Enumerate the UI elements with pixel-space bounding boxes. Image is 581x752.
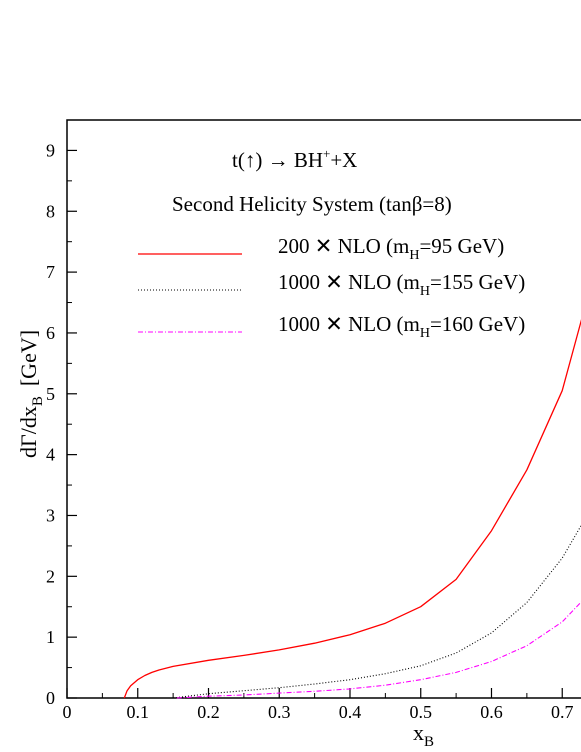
x-tick-label: 0 (63, 702, 72, 722)
x-tick-label: 0.7 (551, 702, 574, 722)
series-curve-2 (176, 601, 581, 699)
legend: 200 ✕ NLO (mH=95 GeV) 1000 ✕ NLO (mH=155… (138, 234, 525, 341)
x-tick-label: 0.2 (197, 702, 220, 722)
subtitle: Second Helicity System (tanβ=8) (172, 192, 452, 216)
y-tick-label: 4 (46, 445, 55, 465)
x-tick-label: 0.5 (409, 702, 432, 722)
y-tick-label: 8 (46, 201, 55, 221)
y-axis-title: dΓ/dxB[GeV] (16, 330, 46, 458)
y-tick-label: 6 (46, 323, 55, 343)
y-tick-label: 0 (46, 688, 55, 708)
series-curve-0 (123, 319, 581, 699)
y-ticks: 0 1 2 3 4 5 6 7 8 9 (46, 119, 77, 708)
plot-frame (66, 119, 581, 699)
x-tick-label: 0.6 (480, 702, 503, 722)
x-tick-label: 0.4 (339, 702, 362, 722)
legend-label-2: 1000 ✕ NLO (mH=160 GeV) (278, 312, 525, 341)
x-ticks: 0 0.1 0.2 0.3 0.4 0.5 0.6 0.7 (63, 688, 574, 722)
x-axis-title: xB (413, 720, 434, 750)
y-tick-label: 9 (46, 140, 55, 160)
legend-label-0: 200 ✕ NLO (mH=95 GeV) (278, 234, 504, 263)
x-tick-label: 0.3 (268, 702, 291, 722)
x-tick-label: 0.1 (126, 702, 149, 722)
y-tick-label: 5 (46, 384, 55, 404)
y-tick-label: 7 (46, 262, 55, 282)
series-curve-1 (173, 524, 581, 699)
legend-label-1: 1000 ✕ NLO (mH=155 GeV) (278, 270, 525, 299)
y-tick-label: 3 (46, 505, 55, 525)
curves (123, 319, 581, 699)
y-tick-label: 1 (46, 627, 55, 647)
process-title: t(↑) → BH++X (232, 146, 357, 172)
y-tick-label: 2 (46, 566, 55, 586)
